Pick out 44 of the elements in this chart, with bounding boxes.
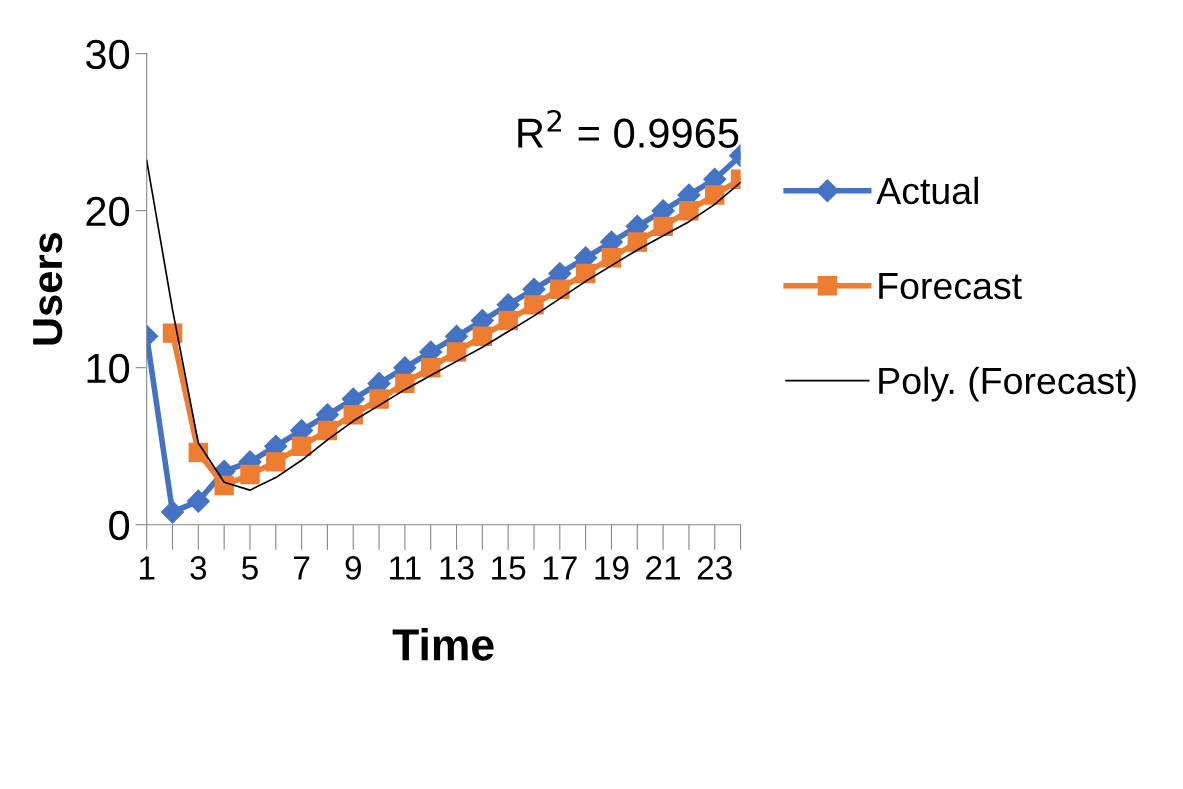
y-tick-label: 10: [87, 353, 130, 384]
point: [653, 216, 673, 237]
point: [240, 464, 260, 485]
x-tick-label: 11: [390, 556, 421, 580]
x-tick-label: 5: [242, 556, 258, 580]
x-tick-label: 23: [697, 556, 732, 580]
x-tick-label: 9: [345, 556, 361, 580]
point: [446, 342, 467, 362]
point: [214, 475, 234, 496]
legend-label: Poly. (Forecast): [879, 366, 1136, 402]
point: [575, 263, 596, 284]
point: [627, 232, 647, 252]
x-tick-label: 3: [190, 556, 207, 580]
x-axis-title: Time: [392, 627, 494, 661]
x-tick-label: 7: [294, 556, 310, 580]
point: [317, 420, 338, 441]
point: [498, 310, 518, 331]
annotation: R$^{2}$ = 0.9965: [518, 109, 739, 148]
point: [524, 295, 544, 315]
y-tick-label: 0: [109, 510, 130, 541]
point: [705, 185, 725, 205]
legend-label: Actual: [876, 176, 978, 205]
x-tick-label: 13: [440, 556, 474, 580]
point: [369, 389, 389, 409]
point: [601, 248, 622, 268]
x-tick-label: 19: [595, 556, 629, 580]
y-tick-label: 20: [86, 196, 130, 227]
legend-label: Forecast: [879, 273, 1022, 300]
point: [161, 500, 185, 524]
x-tick-label: 21: [646, 556, 681, 580]
x-tick-label: 17: [543, 556, 577, 580]
x-tick-label: 1: [139, 556, 155, 580]
point: [162, 323, 183, 343]
point: [186, 489, 210, 513]
point: [472, 326, 493, 346]
point: [266, 452, 286, 472]
point: [550, 279, 570, 299]
point: [291, 436, 312, 456]
point: [420, 357, 441, 378]
y-axis-title: Users: [33, 232, 63, 345]
y-tick-label: 30: [85, 39, 130, 70]
point: [395, 373, 415, 394]
x-tick-label: 15: [492, 556, 526, 580]
point: [679, 200, 699, 221]
